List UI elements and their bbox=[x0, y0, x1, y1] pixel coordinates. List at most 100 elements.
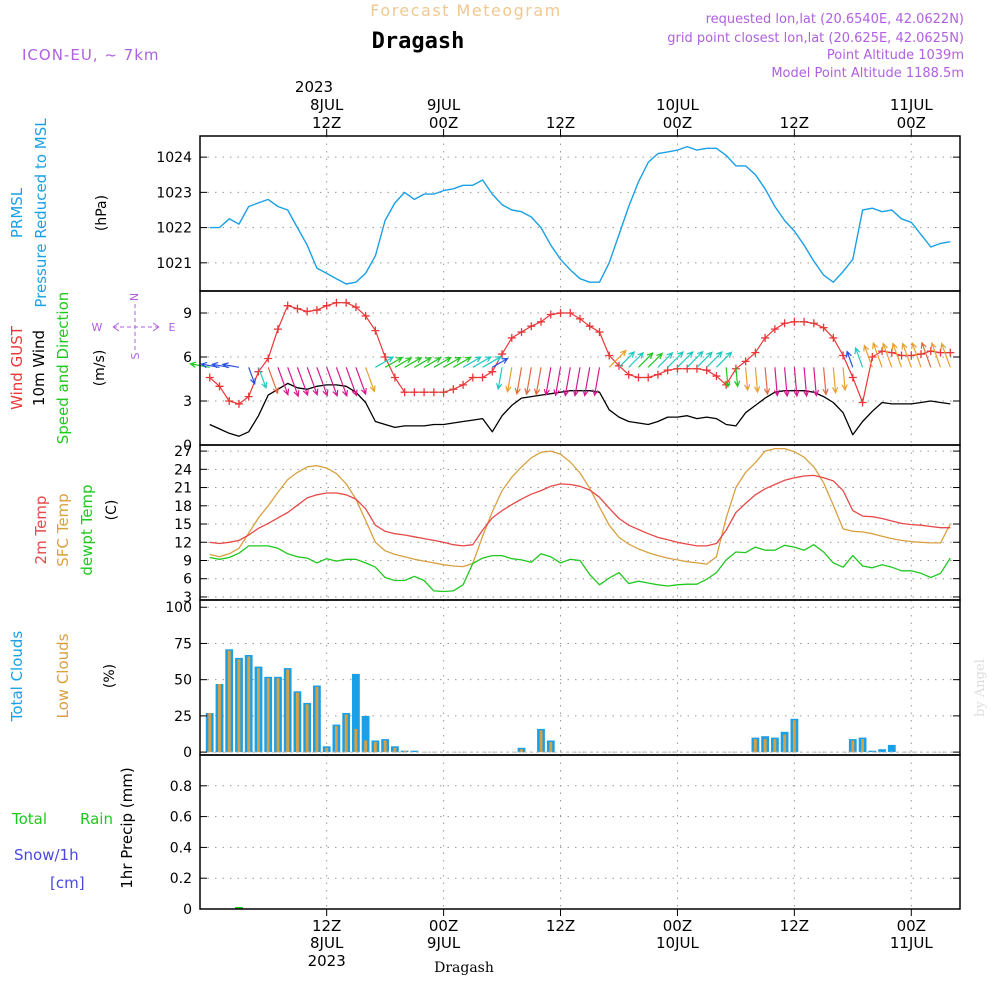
wind-direction-arrow bbox=[514, 367, 523, 396]
pressure-label: Pressure Reduced to MSL bbox=[32, 118, 50, 308]
wind-direction-arrow bbox=[802, 367, 810, 398]
y-tick-label: 0.6 bbox=[170, 810, 192, 826]
x-tick-label-bottom: 00Z bbox=[897, 917, 926, 935]
gust-marker bbox=[800, 317, 809, 326]
gust-marker bbox=[566, 309, 575, 317]
low-clouds-bar bbox=[266, 678, 270, 753]
temp-label: 2m Temp bbox=[32, 496, 50, 565]
wind-direction-arrow bbox=[316, 367, 329, 397]
y-tick-label: 24 bbox=[174, 462, 192, 478]
low-clouds-bar bbox=[227, 650, 231, 753]
x-tick-label-top: 12Z bbox=[780, 114, 809, 132]
wind-direction-arrow bbox=[930, 341, 942, 368]
y-tick-label: 0 bbox=[183, 902, 192, 918]
temp-line bbox=[209, 474, 951, 547]
gust-marker bbox=[283, 301, 292, 310]
wind-direction-arrow bbox=[854, 346, 864, 368]
snow-unit: [cm] bbox=[50, 874, 85, 892]
wind-label: 10m Wind bbox=[30, 330, 48, 406]
y-tick-label: 1021 bbox=[156, 256, 192, 272]
low-clouds-bar bbox=[792, 720, 796, 753]
gust-marker bbox=[907, 351, 916, 360]
wind-direction-arrow bbox=[763, 367, 771, 396]
total-clouds-bar bbox=[868, 750, 877, 753]
wind-direction-arrow bbox=[582, 367, 591, 397]
gust-marker bbox=[556, 309, 565, 317]
low-clouds-bar bbox=[861, 739, 864, 753]
rain-label: Rain bbox=[80, 810, 113, 828]
wind-direction-arrow bbox=[462, 356, 482, 368]
gust-marker bbox=[244, 392, 253, 401]
gust-marker bbox=[673, 364, 682, 373]
y-tick-label: 15 bbox=[174, 517, 192, 533]
gust-marker bbox=[420, 388, 429, 397]
meteogram-title: Forecast Meteogram bbox=[370, 1, 561, 20]
pressure-line bbox=[209, 145, 951, 285]
gust-marker bbox=[712, 372, 721, 381]
low-clouds-bar bbox=[334, 726, 338, 753]
gust-marker bbox=[429, 388, 438, 397]
wind-direction-arrow bbox=[841, 367, 848, 392]
precip-panel-frame bbox=[199, 754, 961, 910]
gust-marker bbox=[809, 319, 818, 328]
gust-marker bbox=[537, 317, 546, 326]
gust-marker bbox=[605, 351, 614, 360]
gust-marker bbox=[692, 364, 701, 373]
wind-direction-arrow bbox=[618, 351, 636, 368]
wind-direction-arrow bbox=[221, 362, 240, 369]
y-tick-label: 75 bbox=[174, 636, 192, 652]
model-label: ICON-EU, ~ 7km bbox=[22, 46, 160, 64]
gust-marker bbox=[839, 351, 848, 360]
gust-marker bbox=[897, 351, 906, 360]
low-clouds-bar bbox=[393, 747, 397, 753]
wind-direction-arrow bbox=[891, 342, 903, 368]
gust-marker bbox=[702, 366, 711, 375]
dewpt-line bbox=[209, 544, 951, 593]
wind-direction-arrow bbox=[845, 350, 854, 368]
gust-marker bbox=[478, 373, 487, 382]
footer-location: Dragash bbox=[434, 960, 494, 976]
wind-direction-arrow bbox=[696, 351, 713, 368]
wind-direction-arrow bbox=[524, 367, 532, 396]
wind-direction-arrow bbox=[872, 341, 883, 368]
wind-direction-arrow bbox=[628, 351, 645, 368]
wind-direction-arrow bbox=[733, 367, 741, 388]
total-clouds-bar bbox=[887, 744, 896, 753]
x-tick-label-top: 00Z bbox=[897, 114, 926, 132]
y-tick-label: 50 bbox=[174, 673, 192, 689]
wind-direction-arrow bbox=[355, 367, 367, 396]
wind-direction-arrow bbox=[667, 351, 684, 368]
wind-direction-arrow bbox=[543, 367, 552, 397]
pressure-unit: (hPa) bbox=[94, 195, 110, 231]
gust-marker bbox=[917, 350, 926, 359]
y-tick-label: 1024 bbox=[156, 150, 192, 166]
location-title: Dragash bbox=[372, 29, 465, 54]
x-tick-label-bottom: 9JUL bbox=[427, 934, 461, 952]
wind-direction-arrow bbox=[863, 344, 873, 368]
rain-bar bbox=[235, 907, 243, 909]
requested-coords: requested lon,lat (20.6540E, 42.0622N) bbox=[706, 12, 964, 27]
low-clouds-label: Low Clouds bbox=[54, 633, 72, 718]
gust-marker bbox=[254, 367, 263, 376]
y-tick-label: 3 bbox=[183, 394, 192, 410]
gust-marker bbox=[936, 348, 945, 357]
point-altitude: Point Altitude 1039m bbox=[827, 48, 964, 63]
wind-direction-arrow bbox=[812, 367, 820, 397]
wind-direction-arrow bbox=[753, 367, 761, 394]
wind-direction-arrow bbox=[608, 349, 627, 368]
total-clouds-bar bbox=[878, 749, 886, 753]
y-tick-label: 9 bbox=[183, 306, 192, 322]
compass-south: S bbox=[129, 352, 142, 359]
gust-marker bbox=[780, 319, 789, 328]
y-tick-label: 0.2 bbox=[170, 871, 192, 887]
wind-direction-arrow bbox=[563, 367, 571, 397]
wind-direction-arrow bbox=[657, 351, 674, 368]
wind-direction-arrow bbox=[592, 367, 601, 397]
gust-marker bbox=[751, 348, 760, 357]
gust-marker bbox=[342, 298, 351, 307]
x-tick-label-bottom: 11JUL bbox=[890, 934, 933, 952]
gust-marker bbox=[741, 357, 750, 366]
sfc-temp-label: SFC Temp bbox=[54, 493, 72, 566]
grid-coords: grid point closest lon,lat (20.625E, 42.… bbox=[667, 31, 964, 46]
